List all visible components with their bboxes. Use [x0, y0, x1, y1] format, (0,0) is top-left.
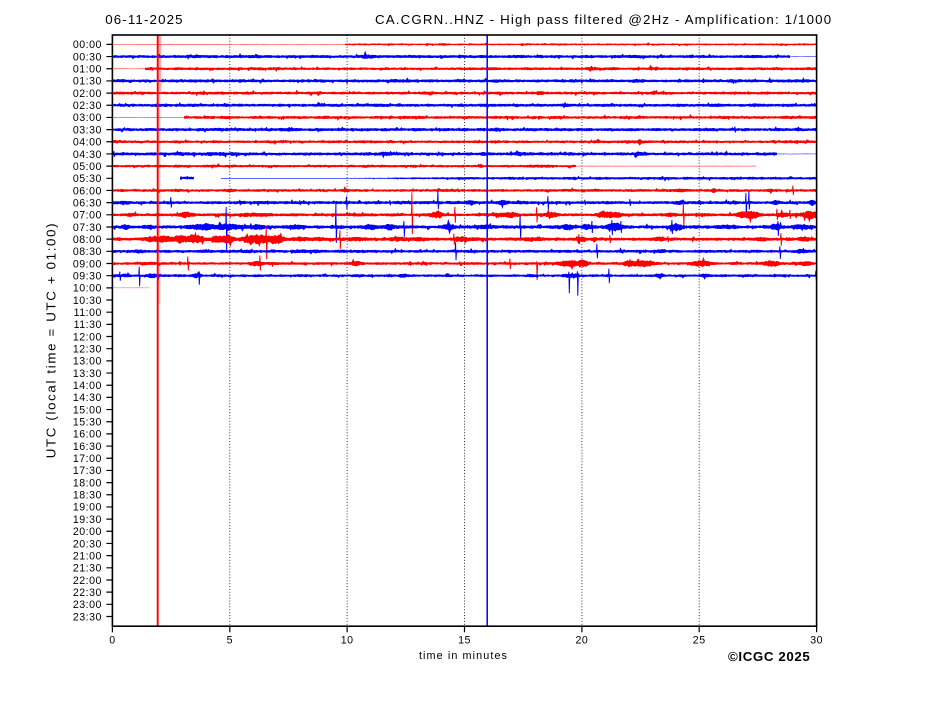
svg-text:20:30: 20:30	[73, 538, 102, 550]
svg-text:04:00: 04:00	[73, 137, 102, 149]
svg-text:02:30: 02:30	[73, 100, 102, 112]
svg-text:11:00: 11:00	[74, 307, 102, 319]
svg-text:08:00: 08:00	[73, 234, 102, 246]
svg-text:20:00: 20:00	[73, 526, 102, 538]
svg-text:04:30: 04:30	[73, 149, 102, 161]
svg-text:10: 10	[341, 635, 354, 647]
svg-text:18:00: 18:00	[73, 477, 102, 489]
svg-text:19:30: 19:30	[73, 514, 102, 526]
svg-text:©ICGC 2025: ©ICGC 2025	[728, 649, 810, 664]
svg-text:08:30: 08:30	[73, 246, 102, 258]
svg-text:13:00: 13:00	[73, 356, 102, 368]
svg-text:09:30: 09:30	[73, 270, 102, 282]
svg-text:UTC (local time = UTC + 01:00): UTC (local time = UTC + 01:00)	[44, 222, 59, 458]
svg-text:01:00: 01:00	[73, 64, 102, 76]
svg-text:23:30: 23:30	[73, 611, 102, 623]
svg-text:02:00: 02:00	[73, 88, 102, 100]
svg-text:06-11-2025: 06-11-2025	[105, 12, 184, 27]
svg-text:22:30: 22:30	[73, 587, 102, 599]
svg-text:07:00: 07:00	[73, 210, 102, 222]
svg-text:16:30: 16:30	[73, 441, 102, 453]
svg-text:05:30: 05:30	[73, 173, 102, 185]
svg-text:19:00: 19:00	[73, 502, 102, 514]
svg-text:CA.CGRN..HNZ - High pass filte: CA.CGRN..HNZ - High pass filtered @2Hz -…	[375, 12, 832, 27]
svg-text:16:00: 16:00	[73, 429, 102, 441]
svg-text:13:30: 13:30	[73, 368, 102, 380]
svg-text:14:00: 14:00	[73, 380, 102, 392]
svg-text:06:30: 06:30	[73, 197, 102, 209]
svg-text:11:30: 11:30	[74, 319, 102, 331]
svg-text:time in minutes: time in minutes	[419, 650, 508, 662]
svg-text:23:00: 23:00	[73, 599, 102, 611]
svg-text:18:30: 18:30	[73, 490, 102, 502]
svg-text:05:00: 05:00	[73, 161, 102, 173]
svg-text:15:00: 15:00	[73, 404, 102, 416]
svg-text:30: 30	[810, 635, 823, 647]
svg-text:00:30: 00:30	[73, 51, 102, 63]
svg-text:21:00: 21:00	[73, 550, 102, 562]
svg-text:21:30: 21:30	[73, 563, 102, 575]
svg-text:20: 20	[576, 635, 589, 647]
svg-text:01:30: 01:30	[73, 76, 102, 88]
svg-text:07:30: 07:30	[73, 222, 102, 234]
svg-text:0: 0	[109, 635, 115, 647]
svg-text:09:00: 09:00	[73, 258, 102, 270]
svg-text:03:30: 03:30	[73, 124, 102, 136]
svg-text:15: 15	[458, 635, 471, 647]
svg-text:22:00: 22:00	[73, 575, 102, 587]
svg-text:5: 5	[227, 635, 233, 647]
svg-text:12:00: 12:00	[73, 331, 102, 343]
svg-text:06:00: 06:00	[73, 185, 102, 197]
svg-text:17:00: 17:00	[73, 453, 102, 465]
svg-text:15:30: 15:30	[73, 417, 102, 429]
svg-text:25: 25	[693, 635, 706, 647]
svg-text:03:00: 03:00	[73, 112, 102, 124]
svg-text:10:00: 10:00	[73, 283, 102, 295]
svg-text:14:30: 14:30	[73, 392, 102, 404]
svg-text:12:30: 12:30	[73, 344, 102, 356]
svg-text:10:30: 10:30	[73, 295, 102, 307]
svg-text:17:30: 17:30	[73, 465, 102, 477]
svg-text:00:00: 00:00	[73, 39, 102, 51]
